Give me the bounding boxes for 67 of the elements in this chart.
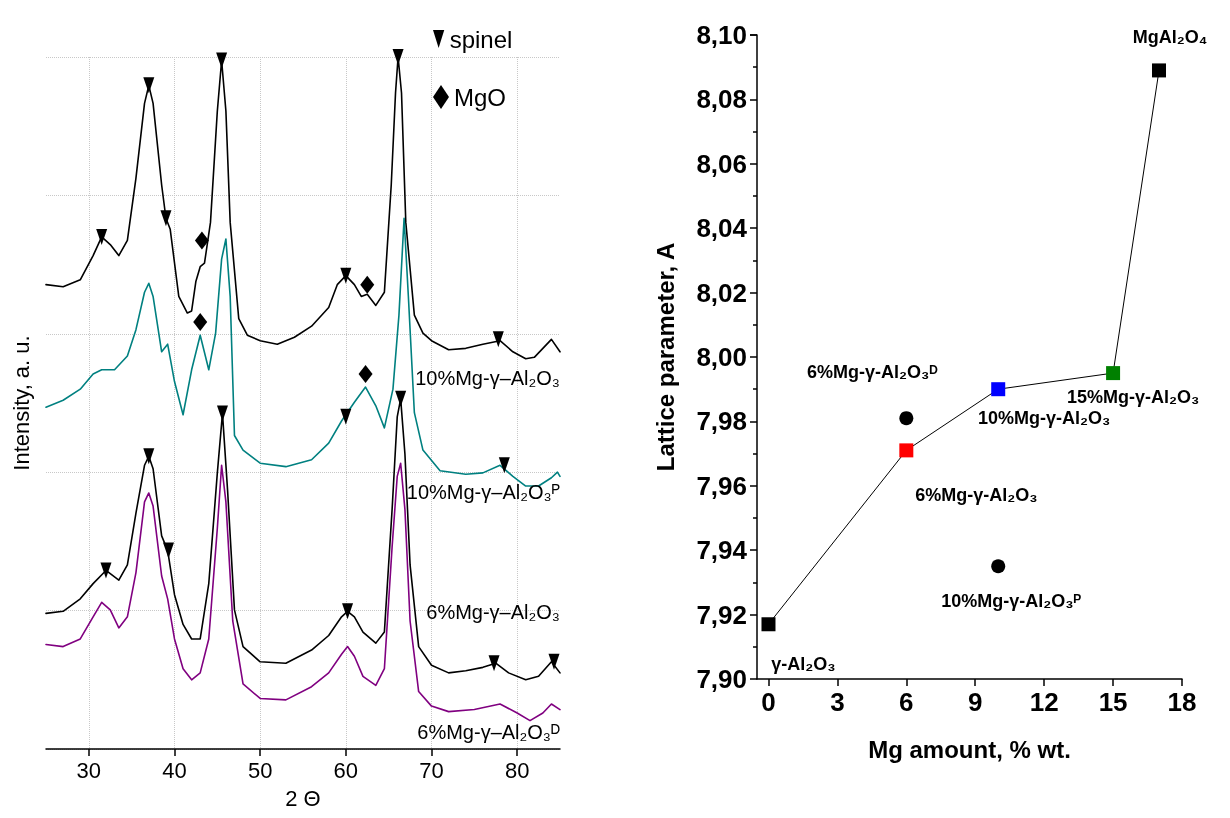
annotation: 6%Mg-γ-Al₂O₃ᴰ xyxy=(807,362,938,383)
point xyxy=(761,617,776,632)
point xyxy=(340,267,352,284)
x-tick-label: 3 xyxy=(830,687,845,717)
y-tick-label: 7,92 xyxy=(696,599,747,630)
series-label: 6%Mg-γ–Al₂O₃ᴰ xyxy=(417,720,560,743)
annotation: MgAl₂O₄ xyxy=(1132,27,1208,48)
x-tick-label: 18 xyxy=(1167,687,1197,717)
point xyxy=(360,275,375,294)
point xyxy=(899,443,914,458)
point xyxy=(358,364,373,383)
legend-label: MgO xyxy=(454,83,507,111)
series-label: 10%Mg-γ–Al₂O₃ xyxy=(415,366,560,389)
point xyxy=(991,382,1006,397)
annotation: 6%Mg-γ-Al₂O₃ xyxy=(915,485,1038,506)
legend-label: spinel xyxy=(449,25,513,53)
point xyxy=(342,603,354,620)
y-tick-label: 7,98 xyxy=(696,406,747,437)
point xyxy=(492,331,504,348)
y-tick-label: 7,94 xyxy=(696,535,748,566)
point xyxy=(340,408,352,425)
x-tick-label: 60 xyxy=(333,757,359,783)
y-tick-label: 7,90 xyxy=(696,664,747,694)
point xyxy=(488,655,500,672)
y-axis-title: Intensity, a. u. xyxy=(8,335,34,471)
x-tick-label: 0 xyxy=(761,687,776,717)
x-tick-label: 6 xyxy=(899,687,914,717)
point xyxy=(395,390,407,407)
point xyxy=(1106,366,1121,381)
y-tick-label: 8,04 xyxy=(696,213,748,244)
x-tick-label: 9 xyxy=(968,687,983,717)
point xyxy=(194,231,209,250)
point xyxy=(991,559,1006,574)
x-tick-label: 50 xyxy=(247,757,273,783)
series-label: 10%Mg-γ–Al₂O₃ᴾ xyxy=(406,481,560,504)
x-axis-title: Mg amount, % wt. xyxy=(868,735,1071,763)
y-axis-title: Lattice parameter, A xyxy=(651,242,679,472)
annotation: 15%Mg-γ-Al₂O₃ xyxy=(1066,387,1200,408)
annotation: 10%Mg-γ-Al₂O₃ᴾ xyxy=(941,591,1082,612)
y-tick-label: 8,00 xyxy=(696,342,747,372)
point xyxy=(193,313,208,332)
y-tick-label: 8,08 xyxy=(696,84,747,115)
annotation: 10%Mg-γ-Al₂O₃ xyxy=(978,408,1111,429)
x-tick-label: 30 xyxy=(76,757,102,783)
point xyxy=(96,228,108,245)
y-tick-label: 8,10 xyxy=(696,20,747,50)
x-axis-title: 2 Θ xyxy=(285,785,321,811)
x-tick-label: 15 xyxy=(1098,687,1128,717)
point xyxy=(160,210,172,227)
point xyxy=(1152,63,1167,78)
point xyxy=(143,77,155,94)
point xyxy=(548,653,560,670)
annotation: γ-Al₂O₃ xyxy=(771,654,836,675)
point xyxy=(216,405,228,422)
point xyxy=(899,411,914,426)
x-tick-label: 12 xyxy=(1029,687,1059,717)
series-label: 6%Mg-γ–Al₂O₃ xyxy=(426,600,560,623)
point xyxy=(216,52,228,69)
y-tick-label: 8,02 xyxy=(696,277,747,308)
point xyxy=(498,457,510,474)
y-tick-label: 7,96 xyxy=(696,470,747,501)
x-tick-label: 40 xyxy=(162,757,187,783)
x-tick-label: 70 xyxy=(419,757,444,783)
point xyxy=(143,448,155,465)
y-tick-label: 8,06 xyxy=(696,148,747,179)
point xyxy=(100,562,112,579)
x-tick-label: 80 xyxy=(504,757,530,783)
